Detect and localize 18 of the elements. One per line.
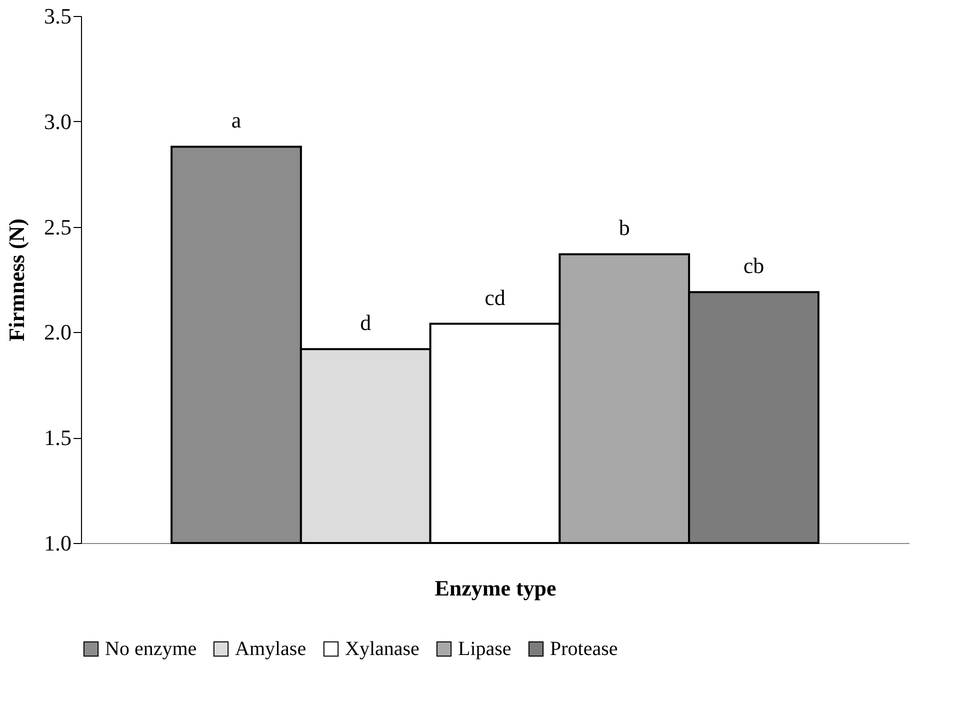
- legend-label: Xylanase: [345, 638, 420, 660]
- y-tick-label: 1.5: [44, 425, 72, 450]
- y-tick-label: 3.0: [44, 108, 72, 134]
- annotation: d: [360, 310, 372, 336]
- legend-label: Amylase: [235, 638, 306, 660]
- y-tick-label: 2.0: [44, 320, 72, 345]
- annotation: b: [618, 215, 630, 240]
- y-tick-label: 1.0: [44, 530, 72, 556]
- y-tick-label: 2.5: [44, 214, 72, 240]
- annotation: cd: [484, 284, 506, 310]
- legend-label: Lipase: [458, 638, 512, 660]
- x-axis-title: Enzyme type: [434, 576, 557, 600]
- y-tick-label: 3.5: [44, 4, 72, 28]
- legend-label: Protease: [550, 638, 618, 660]
- annotation: a: [231, 108, 242, 133]
- legend-label: No enzyme: [105, 638, 197, 660]
- y-axis-title: Firmness (N): [4, 218, 29, 342]
- annotation: cb: [743, 253, 764, 278]
